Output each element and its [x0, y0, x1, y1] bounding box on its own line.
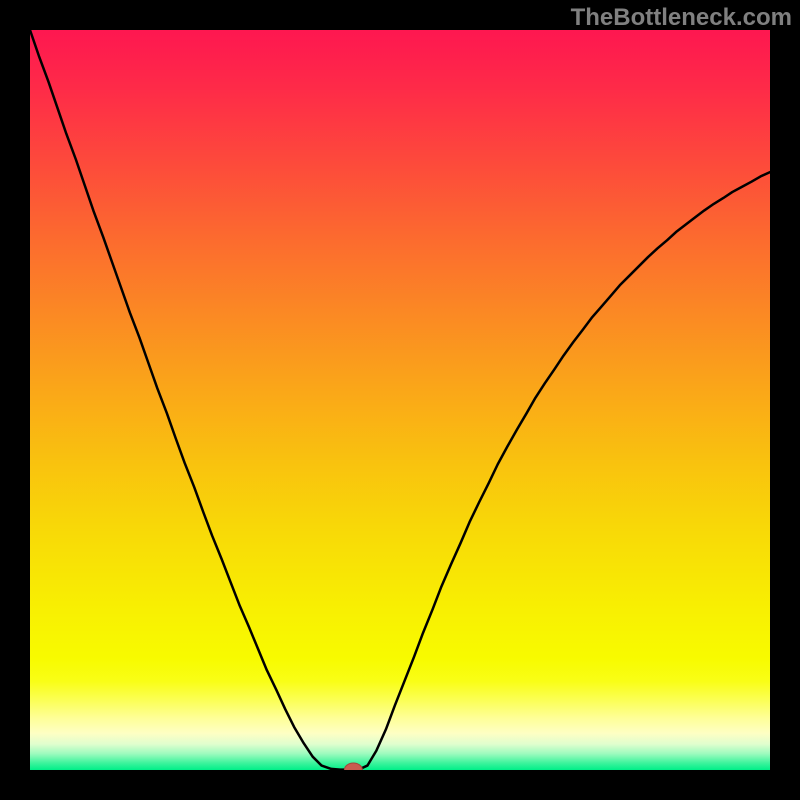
chart-border-right — [770, 0, 800, 800]
bottleneck-chart-svg — [0, 0, 800, 800]
watermark-text: TheBottleneck.com — [571, 4, 792, 32]
chart-border-bottom — [0, 770, 800, 800]
chart-background — [30, 30, 770, 770]
chart-border-left — [0, 0, 30, 800]
